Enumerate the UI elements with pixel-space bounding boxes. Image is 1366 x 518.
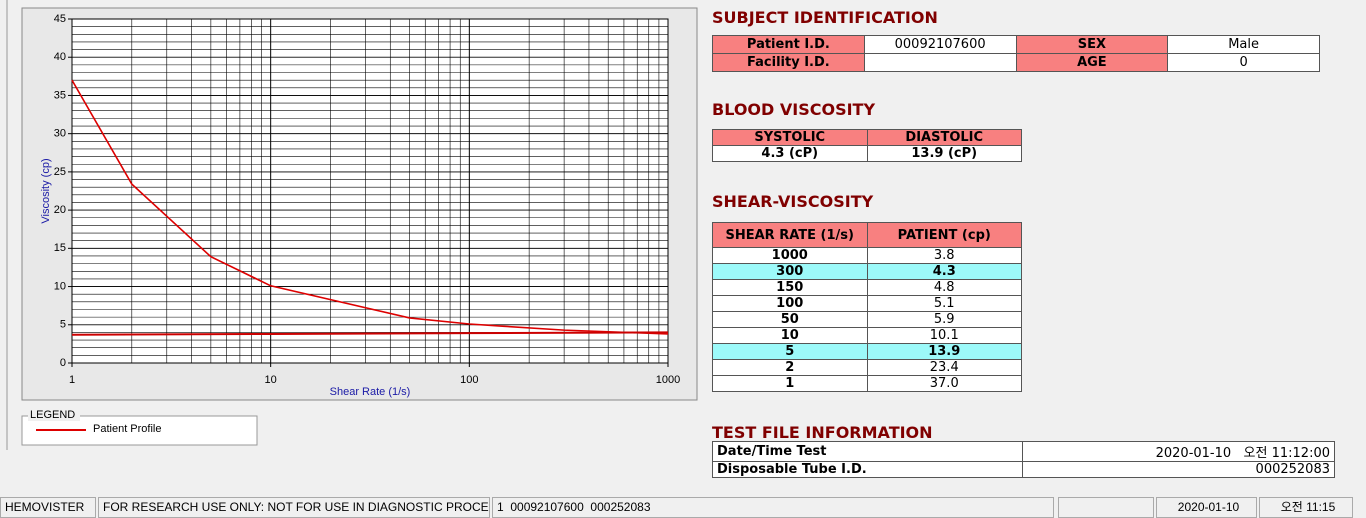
shear-rate-cell: 100 — [712, 295, 868, 312]
shear-rate-cell: 1 — [712, 375, 868, 392]
label-cell: Facility I.D. — [712, 53, 865, 72]
status-cell: 2020-01-10 — [1156, 497, 1257, 518]
legend-title-bg — [28, 409, 80, 421]
y-tick-label: 45 — [54, 13, 66, 25]
header-cell: PATIENT (cp) — [866, 222, 1022, 248]
legend-title: LEGEND — [30, 409, 75, 421]
table-row: 2 23.4 — [712, 359, 1022, 376]
table-row: 50 5.9 — [712, 311, 1022, 328]
status-cell — [1058, 497, 1154, 518]
viscosity-cell: 3.8 — [866, 247, 1022, 264]
label-cell: Patient I.D. — [712, 35, 865, 54]
status-cell: HEMOVISTER — [0, 497, 96, 518]
value-cell: 00092107600 — [863, 35, 1017, 54]
y-tick-label: 0 — [60, 357, 66, 369]
table-row: 300 4.3 — [712, 263, 1022, 280]
y-tick-label: 15 — [54, 242, 66, 254]
plot-area — [71, 18, 669, 364]
chart: Shear Rate (1/s) Viscosity (cp) LEGEND 0… — [6, 0, 698, 450]
y-tick-label: 10 — [54, 280, 66, 292]
y-tick-label: 20 — [54, 204, 66, 216]
value-cell: 4.3 (cP) — [712, 145, 868, 162]
x-axis-label: Shear Rate (1/s) — [330, 386, 411, 398]
y-axis-label: Viscosity (cp) — [40, 158, 52, 223]
x-tick-label: 1 — [69, 374, 75, 386]
section-title: SHEAR-VISCOSITY — [712, 192, 874, 211]
header-cell: DIASTOLIC — [866, 129, 1022, 146]
viscosity-cell: 5.9 — [866, 311, 1022, 328]
label-cell: Disposable Tube I.D. — [712, 461, 1023, 478]
x-tick-label: 100 — [460, 374, 478, 386]
shear-rate-cell: 5 — [712, 343, 868, 360]
y-tick-label: 35 — [54, 89, 66, 101]
y-tick-label: 30 — [54, 128, 66, 140]
viscosity-cell: 5.1 — [866, 295, 1022, 312]
value-cell: Male — [1167, 35, 1320, 54]
value-cell: 13.9 (cP) — [866, 145, 1022, 162]
y-tick-label: 5 — [60, 319, 66, 331]
viscosity-cell: 10.1 — [866, 327, 1022, 344]
table-row: 150 4.8 — [712, 279, 1022, 296]
y-tick-label: 25 — [54, 166, 66, 178]
viscosity-cell: 13.9 — [866, 343, 1022, 360]
shear-rate-cell: 150 — [712, 279, 868, 296]
label-cell: AGE — [1015, 53, 1169, 72]
viscosity-cell: 4.8 — [866, 279, 1022, 296]
status-cell: FOR RESEARCH USE ONLY: NOT FOR USE IN DI… — [98, 497, 490, 518]
shear-rate-cell: 1000 — [712, 247, 868, 264]
value-cell — [863, 53, 1017, 72]
table-row: 1 37.0 — [712, 375, 1022, 392]
value-cell: 2020-01-10 오전 11:12:00 — [1022, 441, 1335, 462]
x-tick-label: 1000 — [656, 374, 680, 386]
table-row: 10 10.1 — [712, 327, 1022, 344]
header-cell: SYSTOLIC — [712, 129, 868, 146]
shear-rate-cell: 50 — [712, 311, 868, 328]
value-cell: 000252083 — [1022, 461, 1335, 478]
status-cell: 1 00092107600 000252083 — [492, 497, 1054, 518]
label-cell: SEX — [1015, 35, 1169, 54]
table-row: 100 5.1 — [712, 295, 1022, 312]
x-tick-label: 10 — [265, 374, 277, 386]
table-row: 1000 3.8 — [712, 247, 1022, 264]
test-file-table: Date/Time Test 2020-01-10 오전 11:12:00 Dis… — [712, 441, 1335, 478]
y-tick-label: 40 — [54, 51, 66, 63]
section-title: SUBJECT IDENTIFICATION — [712, 8, 938, 27]
blood-table: SYSTOLIC DIASTOLIC 4.3 (cP) 13.9 (cP) — [712, 129, 1022, 162]
shear-rate-cell: 300 — [712, 263, 868, 280]
value-cell: 0 — [1167, 53, 1320, 72]
status-bar: HEMOVISTER FOR RESEARCH USE ONLY: NOT FO… — [0, 497, 1366, 518]
shear-rate-cell: 2 — [712, 359, 868, 376]
viscosity-cell: 4.3 — [866, 263, 1022, 280]
label-cell: Date/Time Test — [712, 441, 1023, 462]
status-cell: 오전 11:15 — [1259, 497, 1353, 518]
section-title: TEST FILE INFORMATION — [712, 423, 933, 442]
shear-table: SHEAR RATE (1/s) PATIENT (cp) 1000 3.8 300 4… — [712, 222, 1022, 392]
shear-rate-cell: 10 — [712, 327, 868, 344]
data-line — [71, 331, 669, 336]
data-line — [71, 79, 669, 335]
table-row: 5 13.9 — [712, 343, 1022, 360]
legend-label: Patient Profile — [93, 423, 161, 435]
header-cell: SHEAR RATE (1/s) — [712, 222, 868, 248]
subject-table: Patient I.D. 00092107600 SEX Male Facility … — [712, 35, 1320, 72]
viscosity-cell: 37.0 — [866, 375, 1022, 392]
section-title: BLOOD VISCOSITY — [712, 100, 876, 119]
viscosity-cell: 23.4 — [866, 359, 1022, 376]
